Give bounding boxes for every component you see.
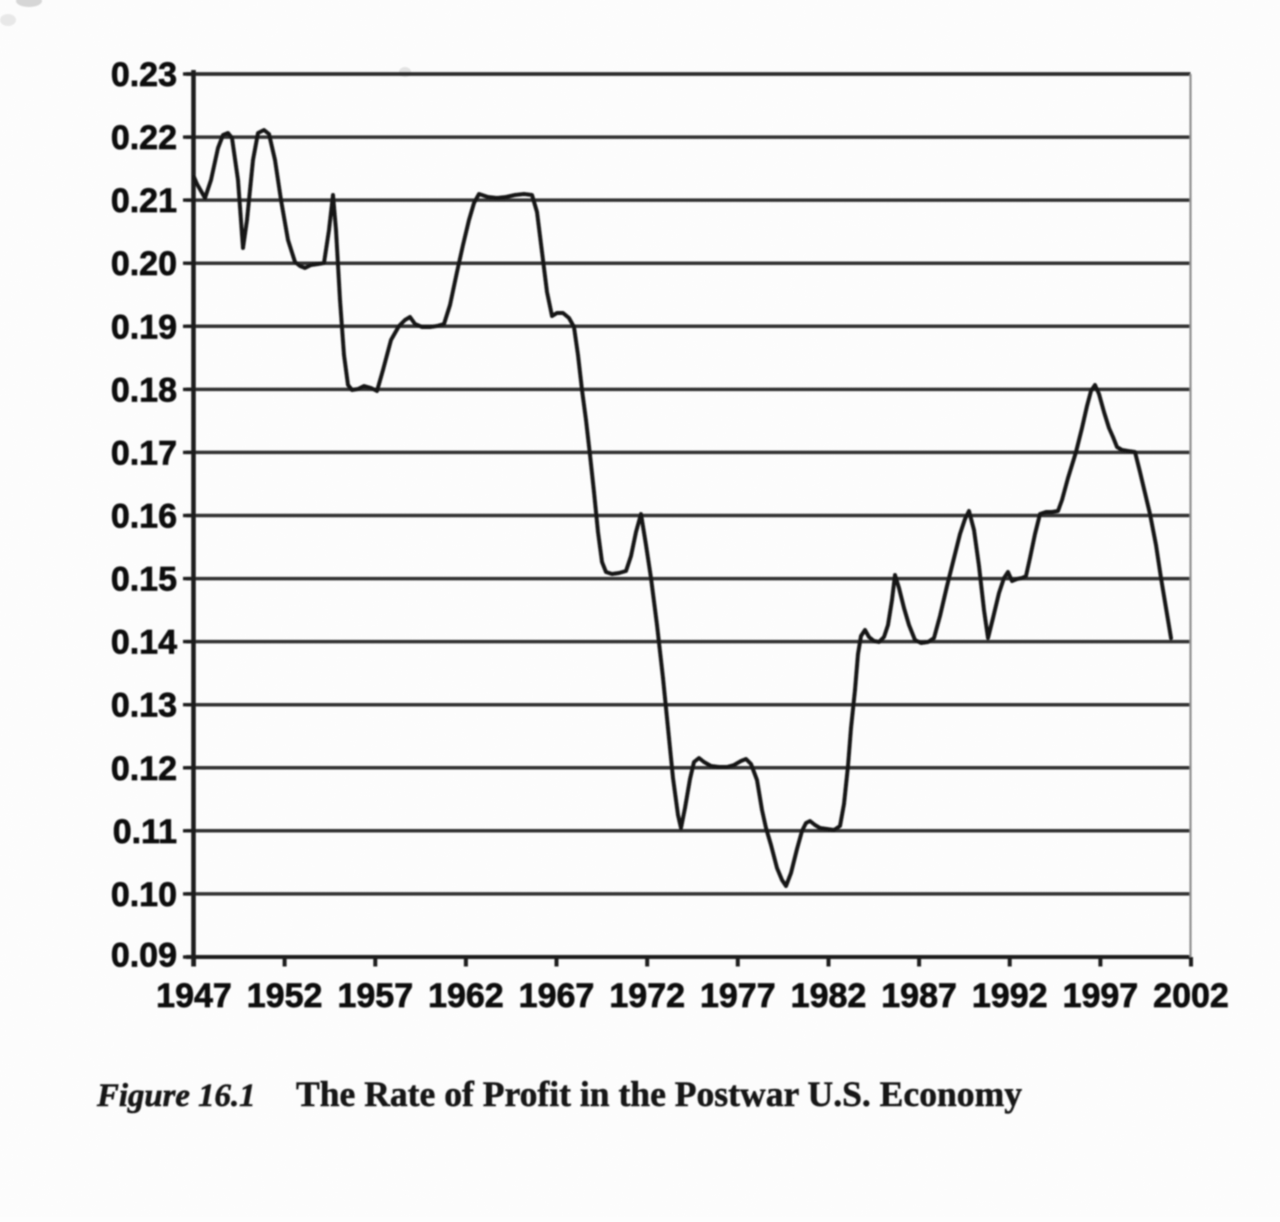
svg-text:0.20: 0.20 — [111, 245, 177, 283]
svg-text:0.11: 0.11 — [113, 813, 177, 851]
svg-text:0.10: 0.10 — [111, 876, 177, 914]
svg-text:1987: 1987 — [881, 977, 957, 1015]
svg-text:1997: 1997 — [1063, 977, 1139, 1015]
svg-text:1972: 1972 — [609, 977, 685, 1015]
svg-text:0.14: 0.14 — [111, 624, 177, 662]
svg-text:1982: 1982 — [791, 977, 867, 1015]
svg-text:1977: 1977 — [700, 977, 776, 1015]
svg-text:0.22: 0.22 — [111, 119, 177, 157]
svg-text:0.18: 0.18 — [111, 371, 177, 409]
svg-text:0.15: 0.15 — [111, 561, 177, 599]
svg-text:0.16: 0.16 — [111, 498, 177, 536]
svg-text:0.12: 0.12 — [111, 750, 177, 788]
svg-text:1952: 1952 — [247, 977, 323, 1015]
svg-text:Figure 16.1: Figure 16.1 — [96, 1078, 256, 1114]
svg-text:1962: 1962 — [428, 977, 504, 1015]
svg-text:1947: 1947 — [156, 977, 232, 1015]
svg-text:0.23: 0.23 — [111, 56, 177, 94]
svg-text:The Rate of Profit in the Post: The Rate of Profit in the Postwar U.S. E… — [296, 1074, 1022, 1114]
svg-text:0.21: 0.21 — [111, 182, 177, 220]
svg-text:0.13: 0.13 — [111, 687, 177, 725]
svg-text:0.19: 0.19 — [111, 308, 177, 346]
svg-text:0.17: 0.17 — [111, 434, 177, 472]
svg-text:1992: 1992 — [972, 977, 1048, 1015]
svg-text:1967: 1967 — [519, 977, 595, 1015]
svg-text:0.09: 0.09 — [111, 937, 177, 975]
svg-text:2002: 2002 — [1153, 977, 1229, 1015]
svg-text:1957: 1957 — [337, 977, 413, 1015]
